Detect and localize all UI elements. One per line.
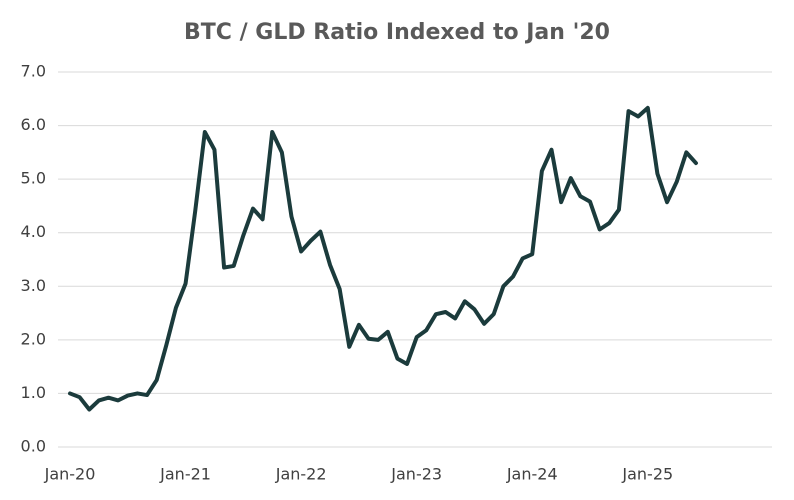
data-line xyxy=(68,105,698,412)
x-tick-label: Jan-23 xyxy=(390,465,442,484)
y-tick-label: 3.0 xyxy=(21,276,46,295)
y-tick-label: 5.0 xyxy=(21,169,46,188)
x-tick-label: Jan-21 xyxy=(159,465,211,484)
y-tick-label: 6.0 xyxy=(21,115,46,134)
y-tick-label: 2.0 xyxy=(21,329,46,348)
chart-title: BTC / GLD Ratio Indexed to Jan '20 xyxy=(184,20,610,45)
y-tick-label: 1.0 xyxy=(21,383,46,402)
x-tick-label: Jan-22 xyxy=(275,465,327,484)
y-tick-label: 7.0 xyxy=(21,62,46,81)
x-tick-label: Jan-25 xyxy=(621,465,673,484)
y-tick-label: 0.0 xyxy=(21,437,46,456)
x-tick-label: Jan-24 xyxy=(506,465,558,484)
x-tick-label: Jan-20 xyxy=(44,465,96,484)
y-tick-label: 4.0 xyxy=(21,222,46,241)
